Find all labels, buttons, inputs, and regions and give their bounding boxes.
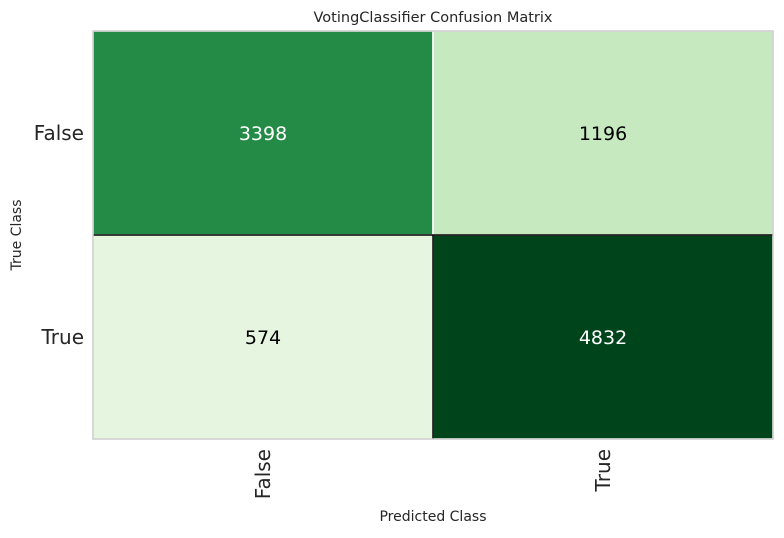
heatmap-cells xyxy=(92,30,774,440)
x-axis-label: Predicted Class xyxy=(379,509,486,525)
heatmap-cell-false-true xyxy=(432,30,774,236)
y-tick-label-true: True xyxy=(41,325,84,349)
cell-value-label-false-false: 3398 xyxy=(239,123,287,145)
y-axis-label: True Class xyxy=(9,199,25,271)
x-tick-labels: False True xyxy=(251,449,615,499)
y-tick-label-false: False xyxy=(34,121,84,145)
heatmap-cell-true-true xyxy=(432,234,774,440)
cell-value-label-false-true: 1196 xyxy=(579,123,627,145)
y-tick-labels: False True xyxy=(34,121,84,349)
x-tick-label-true: True xyxy=(591,449,615,492)
cell-value-label-true-false: 574 xyxy=(245,327,281,349)
plot-frame xyxy=(92,30,774,440)
chart-title: VotingClassifier Confusion Matrix xyxy=(314,10,553,26)
heatmap-cell-false-false xyxy=(92,30,434,236)
cell-value-label-true-true: 4832 xyxy=(579,327,627,349)
cell-value-labels: 3398 1196 574 4832 xyxy=(239,123,627,349)
x-tick-label-false: False xyxy=(251,449,275,499)
